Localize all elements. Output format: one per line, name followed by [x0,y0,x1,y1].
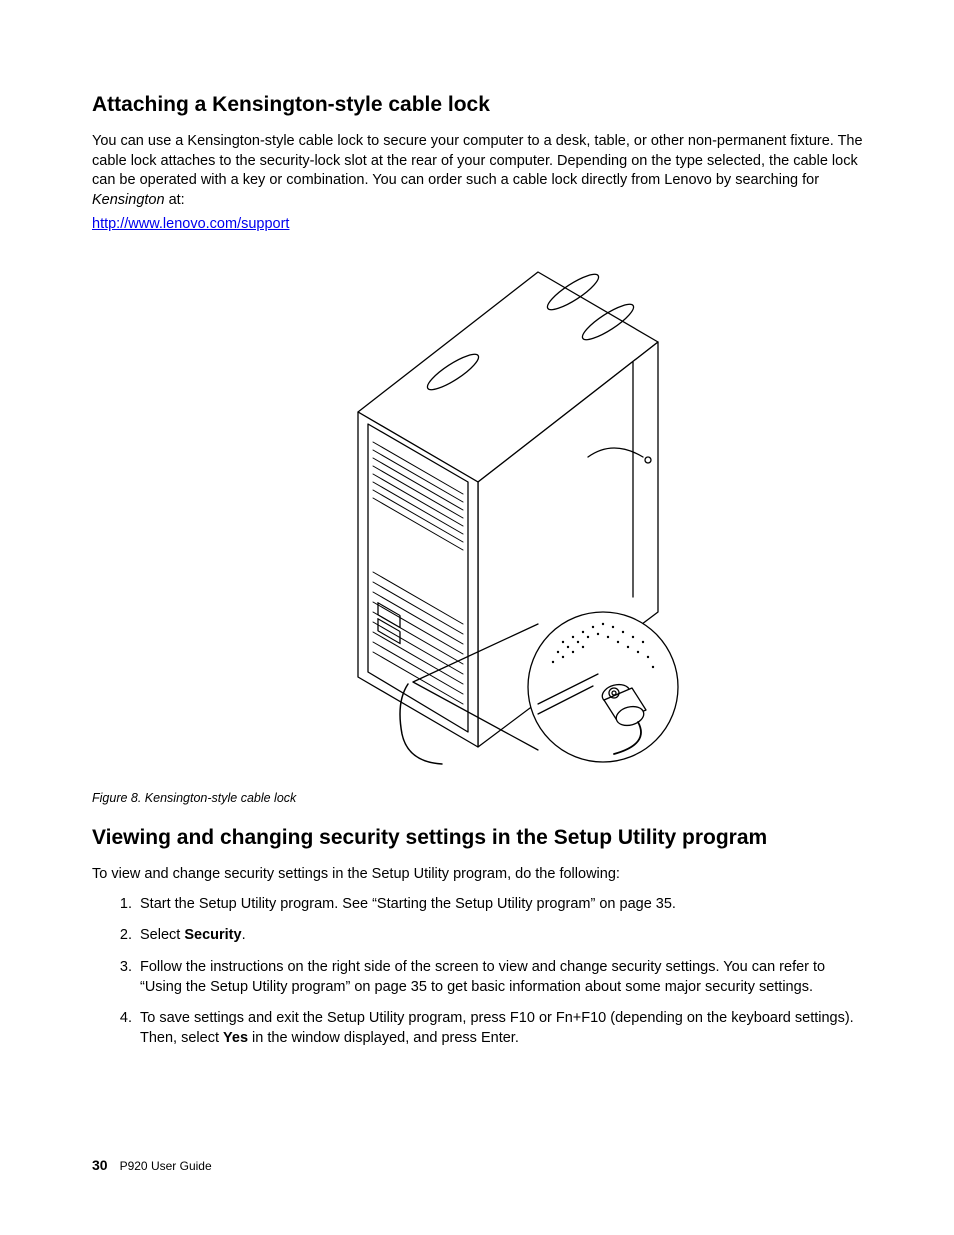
page: Attaching a Kensington-style cable lock … [0,0,954,1235]
para-text-b: at: [165,192,185,208]
para-text-italic: Kensington [92,192,165,208]
para-text-a: You can use a Kensington-style cable loc… [92,133,863,188]
step-2: Select Security. [136,926,864,946]
illustration-svg [238,252,718,772]
step-2-b: . [242,927,246,943]
support-link-line: http://www.lenovo.com/support [92,215,864,235]
paragraph-attach-lock: You can use a Kensington-style cable loc… [92,132,864,210]
doc-title: P920 User Guide [120,1159,212,1173]
intro-security-settings: To view and change security settings in … [92,865,864,885]
step-2-a: Select [140,927,184,943]
step-2-bold: Security [184,927,241,943]
step-4-bold: Yes [223,1030,248,1046]
support-link[interactable]: http://www.lenovo.com/support [92,216,289,232]
figure-kensington-lock [92,252,864,777]
heading-attach-lock: Attaching a Kensington-style cable lock [92,92,864,118]
page-footer: 30 P920 User Guide [92,1157,212,1173]
steps-list: Start the Setup Utility program. See “St… [92,895,864,1048]
page-number: 30 [92,1157,108,1173]
step-4-b: in the window displayed, and press Enter… [248,1030,519,1046]
step-4: To save settings and exit the Setup Util… [136,1009,864,1048]
heading-security-settings: Viewing and changing security settings i… [92,825,864,851]
step-3: Follow the instructions on the right sid… [136,958,864,997]
figure-caption: Figure 8. Kensington-style cable lock [92,791,864,805]
step-1: Start the Setup Utility program. See “St… [136,895,864,915]
